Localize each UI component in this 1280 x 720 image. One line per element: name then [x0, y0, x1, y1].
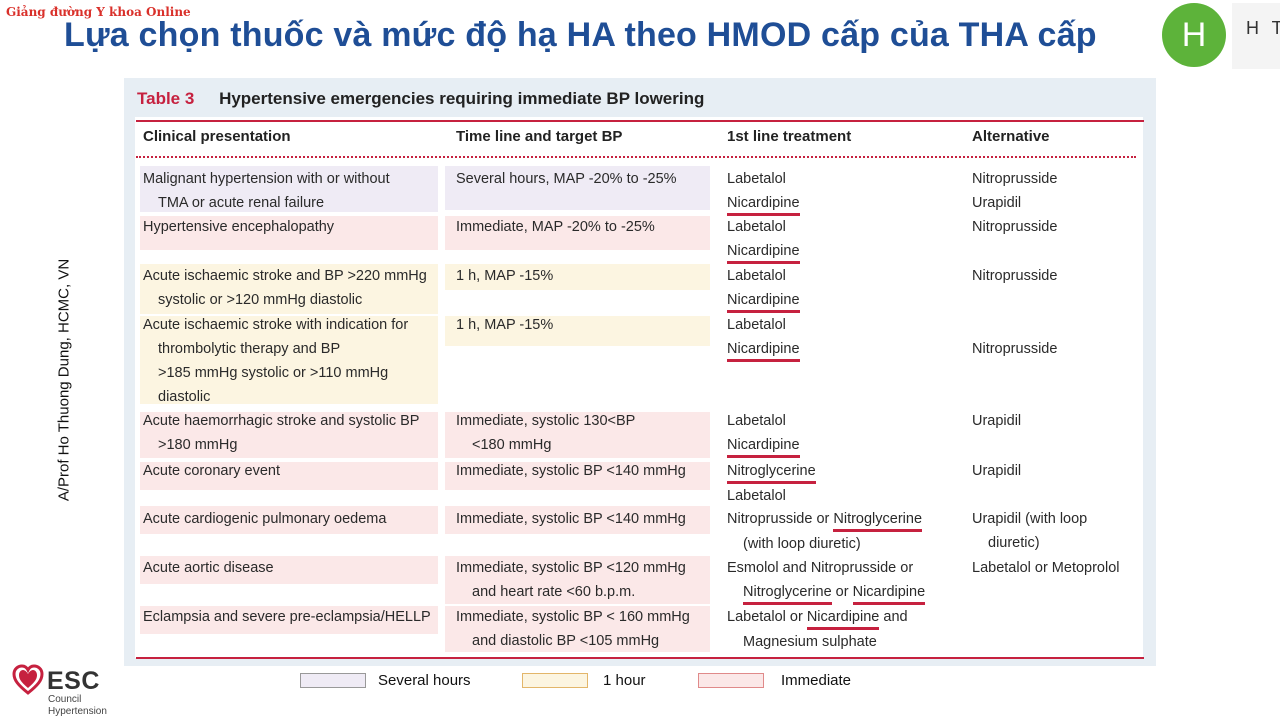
header-first-line: 1st line treatment: [727, 128, 852, 145]
underlined-drug: Nicardipine: [727, 339, 800, 362]
underlined-drug: Nitroglycerine: [743, 582, 832, 605]
cell-bg: [140, 264, 438, 314]
cell-timeline: Immediate, systolic BP < 160 mmHg and di…: [456, 609, 690, 649]
cell-alternative: Nitroprusside: [972, 268, 1058, 284]
cell-bg: [445, 216, 710, 250]
legend-label-immediate: Immediate: [781, 672, 852, 689]
cell-bg: [445, 412, 710, 458]
cell-alternative: Labetalol or Metoprolol: [972, 560, 1120, 576]
cell-presentation: Acute ischaemic stroke with indication f…: [143, 317, 409, 405]
esc-logo-subtitle: Council: [48, 694, 82, 705]
slide-title: Lựa chọn thuốc và mức độ hạ HA theo HMOD…: [64, 16, 1097, 54]
cell-bg: [140, 556, 438, 584]
underlined-drug: Nitroglycerine: [833, 509, 923, 532]
cell-timeline: Immediate, systolic BP <120 mmHg and hea…: [456, 560, 686, 600]
cell-bg: [445, 506, 710, 534]
cell-bg: [445, 462, 710, 490]
cell-presentation: Malignant hypertension with or without T…: [143, 171, 390, 211]
cell-presentation: Acute cardiogenic pulmonary oedema: [143, 511, 387, 527]
table-rule-bottom: [136, 657, 1144, 659]
header-time-line: Time line and target BP: [456, 128, 623, 145]
logo-text: H T: [1246, 18, 1280, 38]
cell-first-line: Labetalol Nicardipine: [727, 167, 800, 216]
header-alternative: Alternative: [972, 128, 1050, 145]
cell-bg: [140, 506, 438, 534]
table-rule-top: [136, 120, 1144, 122]
table-number: Table 3: [137, 89, 195, 108]
underlined-drug: Nitroglycerine: [727, 461, 816, 484]
cell-presentation: Acute haemorrhagic stroke and systolic B…: [143, 413, 420, 453]
cell-presentation: Hypertensive encephalopathy: [143, 219, 335, 235]
legend-label-several-hours: Several hours: [378, 672, 471, 689]
cell-timeline: Several hours, MAP -20% to -25%: [456, 171, 677, 187]
underlined-drug: Nicardipine: [727, 290, 800, 313]
header-divider: [136, 156, 1136, 158]
cell-presentation: Acute ischaemic stroke and BP >220 mmHg …: [143, 268, 427, 308]
cell-bg: [445, 556, 710, 604]
underlined-drug: Nicardipine: [727, 435, 800, 458]
cell-presentation: Acute aortic disease: [143, 560, 274, 576]
cell-timeline: Immediate, systolic BP <140 mmHg: [456, 511, 686, 527]
cell-first-line: Labetalol Nicardipine: [727, 313, 800, 362]
cell-bg: [140, 412, 438, 458]
cell-first-line: Labetalol Nicardipine: [727, 215, 800, 264]
cell-first-line: Nitroprusside or Nitroglycerine (with lo…: [727, 509, 923, 552]
table-caption: Hypertensive emergencies requiring immed…: [219, 89, 705, 108]
cell-bg: [140, 462, 438, 490]
esc-heart-icon: [12, 664, 44, 695]
cell-timeline: 1 h, MAP -15%: [456, 268, 554, 284]
underlined-drug: Nicardipine: [727, 193, 800, 216]
cell-presentation: Acute coronary event: [143, 463, 281, 479]
cell-first-line: Esmolol and Nitroprusside or Nitroglycer…: [727, 556, 926, 605]
cell-alternative: Nitroprusside: [972, 219, 1058, 235]
cell-bg: [445, 316, 710, 346]
cell-alternative: Urapidil: [972, 413, 1022, 429]
cell-timeline: Immediate, MAP -20% to -25%: [456, 219, 655, 235]
underlined-drug: Nicardipine: [727, 241, 800, 264]
cell-alternative: Urapidil: [972, 463, 1022, 479]
cell-timeline: Immediate, systolic 130<BP <180 mmHg: [456, 413, 636, 453]
cell-bg: [140, 216, 438, 250]
cell-first-line: Labetalol Nicardipine: [727, 409, 800, 458]
logo-icon: H: [1162, 3, 1226, 67]
underlined-drug: Nicardipine: [806, 607, 880, 630]
cell-alternative: Urapidil (with loop diuretic): [972, 511, 1088, 551]
cell-bg: [445, 166, 710, 210]
legend-swatch-immediate: [698, 673, 764, 688]
cell-bg: [140, 166, 438, 212]
cell-timeline: 1 h, MAP -15%: [456, 317, 554, 333]
cell-first-line: Labetalol or Nicardipine and Magnesium s…: [727, 607, 908, 650]
cell-alternative: Nitroprusside Urapidil: [972, 171, 1058, 211]
logo-background: [1232, 3, 1280, 69]
side-author: A/Prof Ho Thuong Dung, HCMC, VN: [55, 258, 73, 502]
legend-swatch-1-hour: [522, 673, 588, 688]
esc-logo-text: ESC: [47, 667, 100, 695]
legend-swatch-several-hours: [300, 673, 366, 688]
legend-label-1-hour: 1 hour: [603, 672, 646, 689]
cell-timeline: Immediate, systolic BP <140 mmHg: [456, 463, 686, 479]
cell-bg: [140, 316, 438, 404]
cell-alternative: Nitroprusside: [972, 341, 1058, 357]
table-title: Table 3 Hypertensive emergencies requiri…: [137, 89, 704, 109]
cell-bg: [445, 606, 710, 652]
cell-presentation: Eclampsia and severe pre-eclampsia/HELLP: [143, 609, 431, 625]
cell-bg: [140, 606, 438, 634]
cell-bg: [445, 264, 710, 290]
esc-logo-subtitle: Hypertension: [48, 706, 107, 717]
cell-first-line: Nitroglycerine Labetalol: [727, 461, 816, 504]
underlined-drug: Nicardipine: [852, 582, 926, 605]
header-clinical-presentation: Clinical presentation: [143, 128, 291, 145]
cell-first-line: Labetalol Nicardipine: [727, 264, 800, 313]
watermark: Giảng đường Y khoa Online: [6, 5, 191, 19]
